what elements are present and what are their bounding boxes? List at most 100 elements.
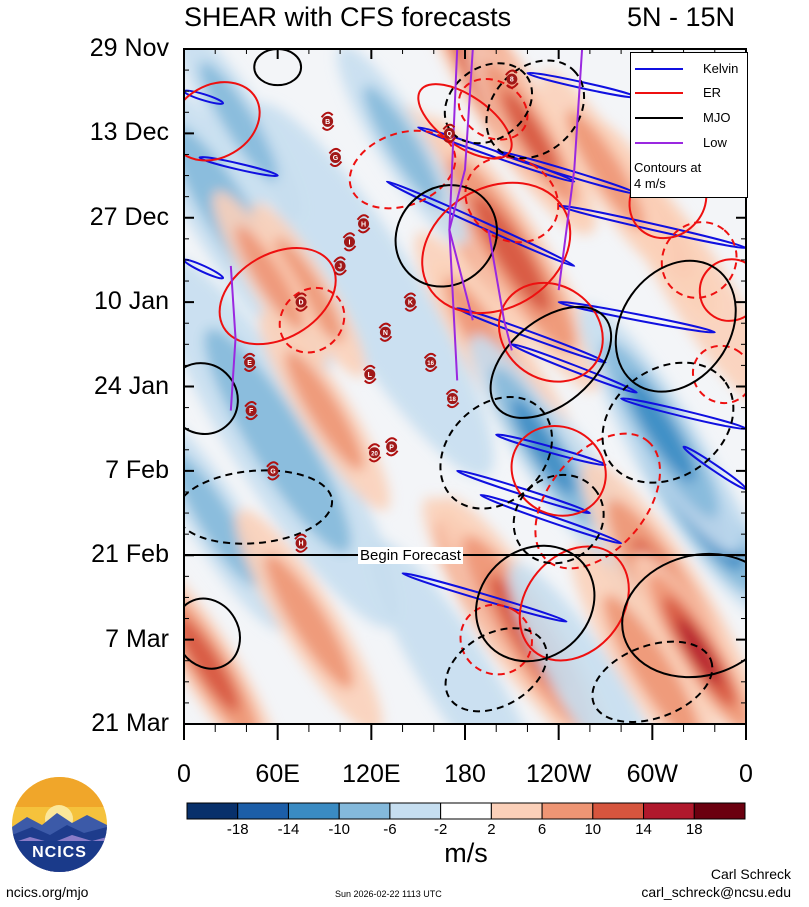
colorbar-swatch — [338, 802, 391, 820]
footer-author: Carl Schreck — [710, 866, 791, 882]
y-tick-label: 27 Dec — [89, 202, 169, 231]
storm-dot — [343, 236, 355, 248]
kelvin-contour — [682, 445, 746, 491]
colorbar-swatch — [541, 802, 594, 820]
low-contour — [557, 49, 584, 291]
mjo-contour-dashed — [591, 640, 714, 723]
kelvin-contour — [456, 307, 607, 364]
colorbar-tick-label: -14 — [277, 821, 300, 838]
kelvin-contour — [401, 572, 568, 623]
storm-arm — [424, 365, 438, 372]
x-tick-label: 0 — [177, 760, 191, 788]
mjo-contour-dashed — [512, 473, 605, 565]
storm-label: F — [249, 408, 254, 415]
legend-label: Kelvin — [703, 61, 739, 76]
storm-arm — [294, 533, 307, 540]
storm-dot — [364, 368, 376, 380]
legend: Kelvin ER MJO Low Contours at 4 m/s — [630, 52, 748, 198]
mjo-contour — [621, 552, 746, 679]
chart-title: SHEAR with CFS forecasts — [184, 2, 512, 32]
storm-arm — [368, 456, 382, 463]
storm-icon: N — [378, 322, 393, 342]
storm-label: D — [299, 300, 304, 307]
storm-label: G — [270, 468, 276, 475]
storm-label: J — [338, 263, 342, 270]
x-tick-label: 60E — [255, 760, 300, 788]
legend-swatch — [635, 92, 683, 94]
legend-swatch — [635, 68, 683, 70]
storm-icon: D — [294, 292, 308, 312]
colorbar-tick-label: -10 — [328, 821, 351, 838]
storm-arm — [334, 269, 347, 276]
colorbar-swatch — [440, 802, 492, 820]
colorbar-tick-label: -6 — [383, 821, 397, 838]
storm-label: 8 — [510, 77, 514, 84]
storm-dot — [368, 447, 380, 459]
colorbar-tick-label: 6 — [537, 821, 547, 838]
shear-cell — [199, 61, 278, 182]
colorbar-swatch — [287, 802, 340, 820]
mjo-contour-dashed — [443, 62, 534, 145]
colorbar-tick-label: 10 — [584, 821, 602, 838]
er-contour-dashed — [464, 156, 560, 244]
x-tick-label: 120E — [342, 760, 401, 788]
storm-arm — [243, 365, 257, 372]
footer-link[interactable]: ncics.org/mjo — [6, 884, 89, 900]
logo-text: NCICS — [32, 844, 87, 861]
storm-icon: L — [362, 364, 377, 384]
x-tick-label: 60W — [626, 760, 679, 788]
storm-icon: 16 — [423, 352, 438, 372]
legend-label: MJO — [703, 110, 731, 125]
er-contour-dashed — [534, 432, 661, 570]
ncics-logo: NCICS — [12, 777, 107, 872]
forecast-label: Begin Forecast — [358, 547, 463, 564]
storm-label: I — [349, 239, 351, 246]
y-tick-label: 21 Feb — [91, 540, 169, 569]
mjo-contour — [475, 544, 596, 663]
storm-label: K — [408, 300, 413, 307]
colorbar-tick-label: 14 — [635, 821, 652, 838]
storm-icon: H — [294, 533, 308, 553]
er-contour-dashed — [691, 344, 746, 405]
low-contour — [448, 49, 474, 321]
y-tick-label: 21 Mar — [91, 709, 169, 737]
storm-arm — [446, 401, 460, 409]
low-contour — [487, 229, 513, 351]
x-tick-label: 0 — [739, 760, 753, 788]
storm-dot — [295, 537, 307, 549]
mjo-contour — [489, 305, 613, 419]
y-tick-label: 7 Mar — [105, 624, 169, 653]
colorbar-swatch — [693, 802, 746, 820]
storm-arm — [379, 335, 393, 342]
colorbar-swatch — [643, 802, 695, 820]
storm-label: B — [325, 119, 330, 126]
storm-arm — [364, 377, 377, 384]
storm-arm — [403, 292, 417, 299]
storm-arm — [384, 437, 398, 444]
storm-arm — [362, 364, 376, 372]
storm-arm — [342, 232, 356, 239]
kelvin-contour — [557, 300, 716, 334]
colorbar — [186, 802, 746, 820]
x-tick-label: 120W — [526, 760, 592, 788]
storm-arm — [321, 124, 335, 131]
storm-icon: F — [244, 401, 258, 421]
storm-label: Q — [447, 131, 453, 138]
storm-arm — [320, 111, 334, 118]
mjo-contour-dashed — [444, 627, 548, 713]
storm-icon: I — [342, 232, 357, 252]
storm-label: 18 — [449, 397, 456, 403]
storm-arm — [423, 352, 437, 360]
er-contour — [698, 258, 746, 322]
storm-dot — [295, 296, 307, 308]
colorbar-swatch — [592, 802, 645, 820]
shear-blur-group — [184, 49, 746, 724]
chart-subtitle: 5N - 15N — [627, 2, 736, 32]
shear-cell — [204, 328, 352, 554]
storm-arm — [267, 474, 280, 481]
y-tick-label: 29 Nov — [89, 34, 169, 62]
shear-cell — [508, 563, 672, 724]
shear-cell — [274, 237, 344, 343]
er-contour — [218, 247, 337, 346]
footer-email[interactable]: carl_schreck@ncsu.edu — [641, 884, 791, 900]
